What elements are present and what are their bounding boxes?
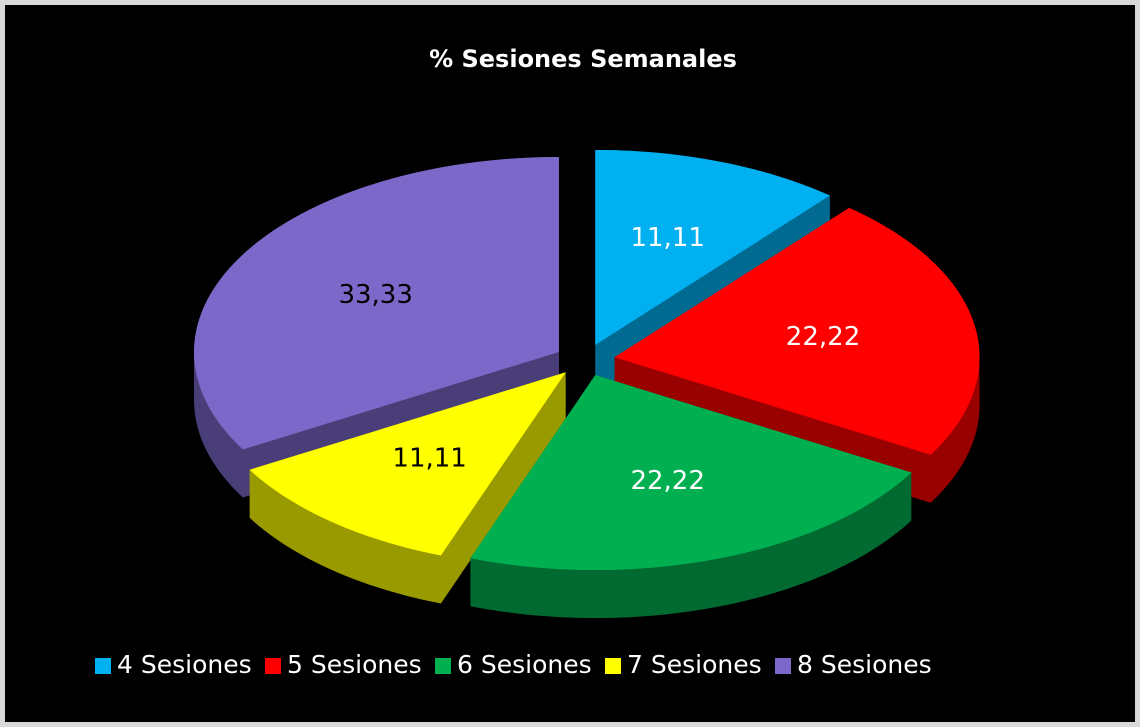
slice	[194, 156, 560, 450]
data-label: 11,11	[630, 223, 704, 253]
legend-label: 6 Sesiones	[457, 650, 592, 679]
legend-label: 8 Sesiones	[797, 650, 932, 679]
legend-swatch	[435, 658, 451, 674]
data-label: 22,22	[630, 466, 704, 496]
data-label: 22,22	[786, 322, 860, 352]
legend-swatch	[265, 658, 281, 674]
legend-label: 5 Sesiones	[287, 650, 422, 679]
legend-swatch	[605, 658, 621, 674]
slice	[614, 207, 980, 455]
data-label: 33,33	[338, 280, 412, 310]
legend-label: 4 Sesiones	[117, 650, 252, 679]
legend-swatch	[95, 658, 111, 674]
slice	[595, 149, 830, 345]
slice	[470, 375, 912, 571]
data-label: 11,11	[392, 443, 466, 473]
slice	[249, 372, 566, 556]
legend-label: 7 Sesiones	[627, 650, 762, 679]
chart-title: % Sesiones Semanales	[429, 45, 737, 73]
legend-swatch	[775, 658, 791, 674]
